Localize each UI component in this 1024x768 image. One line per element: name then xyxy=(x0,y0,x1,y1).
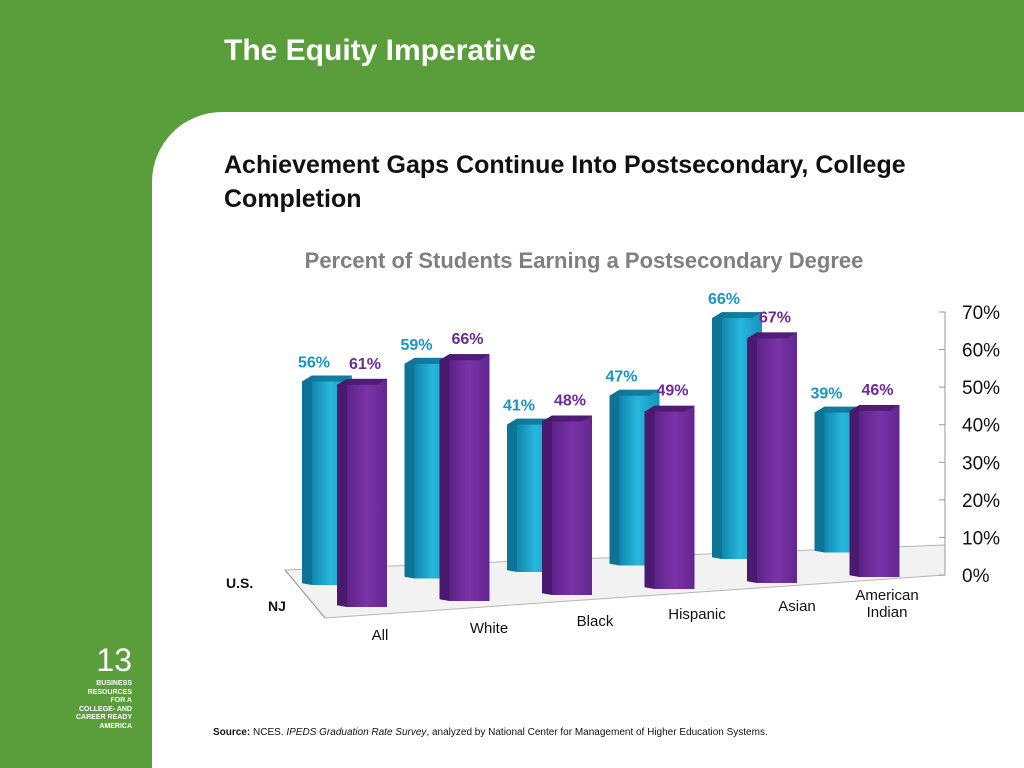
bar-nj-top xyxy=(542,415,592,422)
y-tick-label: 10% xyxy=(962,528,1000,549)
bar-nj-top xyxy=(337,378,387,385)
bar-us-top xyxy=(609,389,660,396)
value-label-us: 47% xyxy=(605,369,637,386)
bar-nj-side xyxy=(542,415,552,595)
bar-nj xyxy=(747,332,797,583)
y-tick-label: 40% xyxy=(962,416,1000,437)
bar-nj-front xyxy=(347,378,387,607)
value-label-nj: 66% xyxy=(451,331,483,348)
x-tick-label: All xyxy=(372,627,389,644)
y-tick-label: 60% xyxy=(962,341,1000,362)
org-label: BUSINESS RESOURCES FOR A COLLEGE- AND CA… xyxy=(75,680,132,730)
x-tick-label: White xyxy=(470,620,508,637)
x-tick-label-line: American xyxy=(855,587,918,604)
source-title: IPEDS Graduation Rate Survey xyxy=(286,727,427,738)
x-tick-label: Black xyxy=(577,613,614,630)
y-tick-label: 0% xyxy=(962,566,990,587)
value-labels: 56% 61% 59% 66% 41% 48% 47% 49% 66% 67% 39% 46% xyxy=(298,291,894,415)
value-label-nj: 48% xyxy=(554,392,586,409)
value-label-us: 39% xyxy=(810,386,842,403)
bar-nj-side xyxy=(337,378,347,607)
x-tick-label: American Indian xyxy=(855,587,918,621)
y-tick-label: 50% xyxy=(962,378,1000,399)
bar-nj-front xyxy=(449,354,490,601)
bars xyxy=(302,312,900,607)
x-tick-label: Hispanic xyxy=(668,606,726,623)
series-label-us: U.S. xyxy=(226,575,253,591)
bar-nj-front xyxy=(654,405,695,589)
series-labels: U.S. NJ xyxy=(226,575,286,614)
bar-nj-front xyxy=(757,332,797,583)
value-label-nj: 61% xyxy=(349,356,381,373)
bar-us-top xyxy=(712,312,762,319)
source-note: Source: NCES. IPEDS Graduation Rate Surv… xyxy=(213,727,768,738)
value-label-nj: 67% xyxy=(759,309,791,326)
y-axis: 0% 10% 20% 30% 40% 50% 60% 70% xyxy=(939,303,1000,587)
x-tick-label-line: Indian xyxy=(867,604,908,621)
bar-nj-front xyxy=(552,415,592,595)
x-tick-label: Asian xyxy=(778,598,816,615)
y-tick-label: 30% xyxy=(962,453,1000,474)
bar-nj-top xyxy=(747,332,797,339)
value-label-nj: 46% xyxy=(861,382,893,399)
category-labels: All White Black Hispanic Asian American Indian xyxy=(372,587,919,644)
bar-us-side xyxy=(712,312,722,559)
value-label-us: 59% xyxy=(400,337,432,354)
bar-nj xyxy=(337,378,387,607)
bar-nj-side xyxy=(439,354,450,601)
value-label-us: 66% xyxy=(708,291,740,308)
y-tick-label: 20% xyxy=(962,491,1000,512)
bar-nj xyxy=(542,415,592,595)
bar-nj-top xyxy=(849,404,900,411)
bar-us-side xyxy=(609,389,620,566)
chart-title: Percent of Students Earning a Postsecond… xyxy=(305,248,864,273)
series-label-nj: NJ xyxy=(268,598,286,614)
source-rest: , analyzed by National Center for Manage… xyxy=(426,727,768,738)
bar-nj xyxy=(644,405,695,589)
source-label: Source: xyxy=(213,727,251,738)
depth-axis-line xyxy=(284,569,326,619)
bar-us-side xyxy=(507,418,517,572)
bar-nj-top xyxy=(644,405,695,412)
value-label-nj: 49% xyxy=(656,383,688,400)
bar-us-side xyxy=(404,357,415,579)
bar-nj-side xyxy=(644,405,655,589)
bar-us-side xyxy=(302,375,312,585)
value-label-us: 41% xyxy=(503,398,535,415)
slide-subtitle: Achievement Gaps Continue Into Postsecon… xyxy=(224,151,906,213)
bar-nj xyxy=(439,354,490,601)
bar-us-top xyxy=(302,375,352,382)
slide-title: The Equity Imperative xyxy=(224,34,536,67)
source-org: NCES. xyxy=(253,727,284,738)
bar-us-side xyxy=(814,406,825,553)
bar-nj-side xyxy=(747,332,757,583)
bar-nj-front xyxy=(859,404,900,577)
bar-nj-side xyxy=(849,404,860,577)
page-number: 13 xyxy=(96,642,132,678)
bar-nj xyxy=(849,404,900,577)
y-tick-label: 70% xyxy=(962,303,1000,324)
value-label-us: 56% xyxy=(298,355,330,372)
bar-nj-top xyxy=(439,354,490,361)
